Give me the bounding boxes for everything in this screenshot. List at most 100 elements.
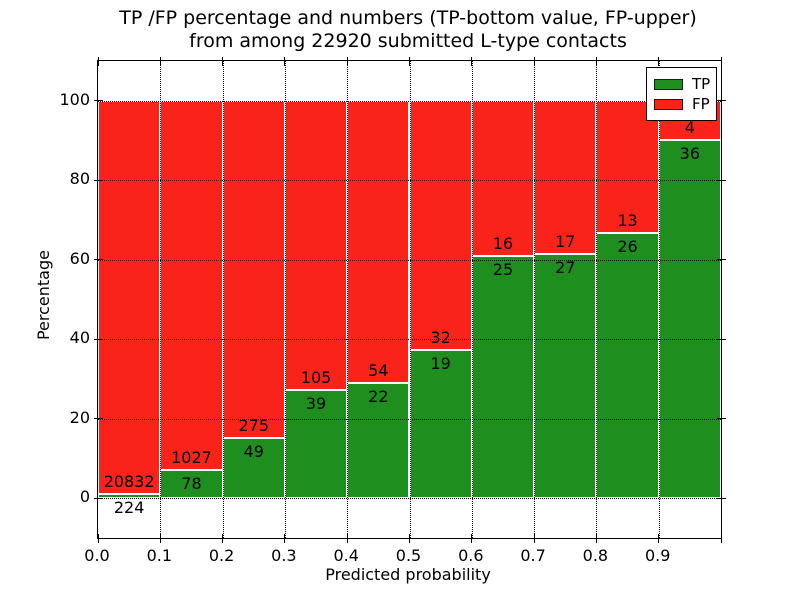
tp-count-label: 36 <box>679 144 701 164</box>
x-tick-mark-top <box>222 56 224 66</box>
fp-bar-segment <box>160 100 223 470</box>
x-tick-mark-bottom <box>284 533 286 543</box>
tp-bar-segment <box>98 493 161 498</box>
x-tick-mark-bottom <box>409 533 410 543</box>
x-tick-label: 0.3 <box>271 546 297 565</box>
x-tick-mark-bottom <box>533 533 535 543</box>
y-axis-label: Percentage <box>34 250 53 341</box>
fp-bar-segment <box>534 100 597 255</box>
fp-bar-segment <box>284 100 348 391</box>
x-tick-mark-bottom <box>595 533 597 543</box>
x-tick-label: 0.8 <box>582 546 609 565</box>
x-tick-mark-bottom <box>471 533 473 543</box>
fp-count-label: 54 <box>368 360 389 380</box>
y-tick-mark-left <box>93 497 103 499</box>
fp-bar-segment <box>471 100 535 256</box>
y-tick-mark-right <box>716 418 726 419</box>
x-tick-mark-bottom <box>658 533 660 543</box>
fp-count-label: 16 <box>492 233 514 253</box>
y-tick-label: 80 <box>69 169 90 188</box>
x-tick-label: 0.5 <box>395 546 422 565</box>
v-gridline <box>596 61 598 538</box>
fp-count-label: 32 <box>430 327 451 347</box>
y-tick-mark-right <box>716 179 726 181</box>
legend: TP FP <box>646 67 717 121</box>
plot-area: 20832 224 1027 78 275 49 105 39 54 22 32 19 16 25 17 27… <box>93 56 726 543</box>
y-tick-label: 60 <box>69 248 90 268</box>
fp-count-label: 105 <box>300 368 332 388</box>
chart-title-line1: TP /FP percentage and numbers (TP-bottom… <box>119 7 697 29</box>
y-tick-mark-right <box>716 497 726 499</box>
y-tick-mark-left <box>93 418 103 419</box>
y-tick-mark-right <box>716 259 726 260</box>
chart-title-line2: from among 22920 submitted L-type contac… <box>189 30 627 52</box>
legend-entry-label: TP <box>692 75 711 93</box>
tp-count-label: 224 <box>113 497 145 517</box>
tp-count-label: 26 <box>617 237 638 256</box>
x-tick-mark-top <box>97 56 99 66</box>
y-tick-mark-left <box>93 338 103 340</box>
v-gridline <box>534 61 536 538</box>
tp-bar-segment <box>347 382 410 498</box>
fp-count-label: 17 <box>555 232 576 252</box>
fp-bar-segment <box>596 100 659 233</box>
fp-legend-swatch <box>654 98 683 110</box>
tp-count-label: 49 <box>243 441 264 461</box>
y-tick-label: 0 <box>79 487 90 506</box>
fp-count-label: 275 <box>238 415 270 435</box>
x-tick-mark-bottom <box>720 533 722 543</box>
x-tick-mark-top <box>471 56 473 66</box>
y-tick-mark-left <box>93 179 103 181</box>
x-axis-label: Predicted probability <box>325 565 491 584</box>
y-tick-label: 40 <box>69 328 90 347</box>
x-tick-mark-bottom <box>346 533 348 543</box>
x-tick-mark-top <box>409 56 410 66</box>
tp-bar-segment <box>284 390 348 498</box>
v-gridline <box>471 61 473 538</box>
fp-bar-segment <box>347 100 410 383</box>
x-tick-label: 0.2 <box>208 546 235 565</box>
tp-count-label: 27 <box>555 258 576 278</box>
x-tick-mark-top <box>658 56 660 66</box>
x-tick-label: 0.9 <box>644 546 671 565</box>
tp-count-label: 25 <box>492 259 514 279</box>
v-gridline <box>160 61 162 538</box>
legend-entry-label: FP <box>692 95 710 113</box>
v-gridline <box>658 61 660 538</box>
x-tick-label: 0.6 <box>458 546 484 565</box>
tp-bar-segment <box>222 437 285 498</box>
x-tick-label: 0.7 <box>520 546 546 565</box>
x-tick-label: 0.4 <box>333 546 359 565</box>
fp-count-label: 13 <box>617 211 638 230</box>
tp-bar-segment <box>471 255 535 498</box>
fp-count-label: 4 <box>684 118 695 138</box>
x-tick-mark-top <box>533 56 535 66</box>
y-tick-mark-right <box>716 100 726 101</box>
x-tick-mark-top <box>720 56 722 66</box>
tp-count-label: 19 <box>430 353 451 373</box>
fp-count-label: 20832 <box>103 471 155 491</box>
tp-legend-swatch <box>654 78 683 90</box>
x-tick-label: 0.0 <box>84 546 110 565</box>
x-tick-mark-top <box>284 56 286 66</box>
x-tick-mark-top <box>159 56 161 66</box>
legend-entry: FP <box>654 94 710 114</box>
fp-bar-segment <box>98 100 161 494</box>
fp-count-label: 1027 <box>171 447 212 467</box>
tp-count-label: 78 <box>181 473 202 493</box>
fp-bar-segment <box>409 100 472 350</box>
tp-count-label: 39 <box>305 394 327 414</box>
x-tick-mark-bottom <box>222 533 224 543</box>
y-tick-label: 20 <box>69 407 90 427</box>
fp-bar-segment <box>222 100 285 438</box>
tp-bar-segment <box>658 140 721 498</box>
x-tick-mark-top <box>346 56 348 66</box>
v-gridline <box>284 61 286 538</box>
tp-count-label: 22 <box>368 386 389 406</box>
y-tick-label: 100 <box>59 89 90 109</box>
v-gridline <box>347 61 349 538</box>
y-tick-mark-left <box>93 259 103 260</box>
tp-bar-segment <box>596 233 659 498</box>
x-tick-label: 0.1 <box>146 546 173 565</box>
x-tick-mark-bottom <box>97 533 99 543</box>
